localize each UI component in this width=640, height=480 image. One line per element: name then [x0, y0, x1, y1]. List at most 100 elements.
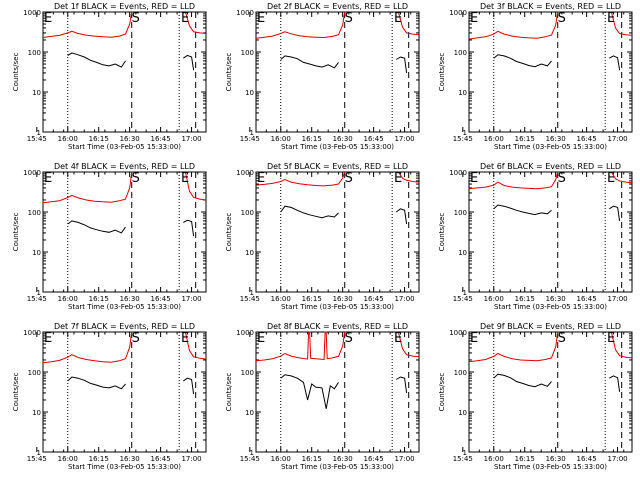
- y-tick-label: 10: [245, 249, 254, 257]
- detector-panel-5: Det 5f BLACK = Events, RED = LLD 1 10 100 10…: [225, 162, 420, 311]
- x-tick-label: 16:00: [58, 455, 78, 463]
- lld-series-line: [255, 11, 346, 39]
- y-tick-label: 1000: [23, 329, 41, 337]
- segment-marker-label: E: [257, 331, 265, 346]
- events-series-line: [183, 219, 195, 237]
- y-tick-label: 1: [37, 129, 41, 137]
- detector-panel-2: Det 2f BLACK = Events, RED = LLD 1 10 100 10…: [225, 2, 420, 151]
- panel-title: Det 9f BLACK = Events, RED = LLD: [480, 322, 621, 331]
- lld-series-line: [397, 11, 420, 36]
- x-tick-label: 16:30: [546, 135, 566, 143]
- plot-frame: [255, 11, 420, 133]
- y-tick-label: 1: [250, 449, 254, 457]
- segment-marker-label: E: [607, 171, 615, 186]
- x-axis-label: Start Time (03-Feb-05 15:33:00): [281, 463, 394, 471]
- segment-marker-label: S: [345, 331, 353, 346]
- segment-marker-label: E: [470, 331, 478, 346]
- lld-series-line: [184, 11, 207, 34]
- x-tick-label: 15:45: [240, 295, 260, 303]
- y-tick-label: 1000: [236, 329, 254, 337]
- x-tick-label: 16:15: [302, 455, 322, 463]
- x-tick-label: 15:45: [240, 455, 260, 463]
- y-tick-label: 1: [250, 129, 254, 137]
- segment-marker-label: S: [132, 171, 140, 186]
- lld-series-line: [397, 171, 420, 183]
- y-axis-label: Counts/sec: [225, 213, 233, 252]
- x-tick-label: 16:15: [89, 135, 109, 143]
- y-tick-label: 10: [458, 89, 467, 97]
- y-axis-label: Counts/sec: [438, 373, 446, 412]
- x-tick-label: 17:00: [181, 455, 201, 463]
- y-tick-label: 1: [463, 289, 467, 297]
- x-axis-label: Start Time (03-Feb-05 15:33:00): [281, 303, 394, 311]
- x-tick-label: 16:00: [271, 455, 291, 463]
- x-axis-label: Start Time (03-Feb-05 15:33:00): [494, 303, 607, 311]
- events-series-line: [396, 376, 408, 393]
- x-tick-label: 15:45: [27, 295, 47, 303]
- events-series-line: [183, 54, 195, 71]
- x-tick-label: 15:45: [27, 455, 47, 463]
- events-series-line: [183, 377, 195, 395]
- detector-panel-9: Det 9f BLACK = Events, RED = LLD 1 10 100 10…: [438, 322, 633, 471]
- events-series-line: [280, 205, 339, 219]
- plot-frame: [468, 331, 633, 453]
- segment-marker-label: E: [394, 171, 402, 186]
- panel-title: Det 5f BLACK = Events, RED = LLD: [267, 162, 408, 171]
- plot-frame: [42, 171, 207, 293]
- y-tick-label: 100: [28, 49, 41, 57]
- events-series-line: [280, 55, 339, 69]
- segment-marker-label: S: [345, 171, 353, 186]
- x-tick-label: 16:45: [577, 135, 597, 143]
- lld-series-line: [184, 171, 207, 201]
- plot-frame: [255, 171, 420, 293]
- plot-frame: [42, 11, 207, 133]
- x-tick-label: 16:00: [484, 295, 504, 303]
- lld-series-line: [255, 331, 346, 362]
- x-tick-label: 16:30: [546, 295, 566, 303]
- y-tick-label: 1: [463, 449, 467, 457]
- lld-series-line: [42, 11, 133, 38]
- y-tick-label: 10: [458, 249, 467, 257]
- panel-title: Det 7f BLACK = Events, RED = LLD: [54, 322, 195, 331]
- y-tick-label: 10: [245, 89, 254, 97]
- events-series-line: [395, 208, 408, 225]
- events-series-line: [396, 56, 408, 73]
- lld-series-line: [255, 171, 346, 187]
- x-tick-label: 16:00: [484, 135, 504, 143]
- y-tick-label: 1000: [236, 9, 254, 17]
- segment-marker-label: E: [44, 331, 52, 346]
- segment-marker-label: E: [257, 11, 265, 26]
- lld-series-line: [610, 171, 633, 184]
- segment-marker-label: S: [558, 331, 566, 346]
- detector-panel-6: Det 6f BLACK = Events, RED = LLD 1 10 100 10…: [438, 162, 633, 311]
- segment-marker-label: E: [181, 331, 189, 346]
- x-tick-label: 16:30: [333, 295, 353, 303]
- x-tick-label: 16:45: [151, 295, 171, 303]
- detector-panel-8: Det 8f BLACK = Events, RED = LLD 1 10 100 10…: [225, 322, 420, 471]
- segment-marker-label: E: [44, 171, 52, 186]
- x-axis-label: Start Time (03-Feb-05 15:33:00): [494, 463, 607, 471]
- x-tick-label: 16:15: [89, 295, 109, 303]
- segment-marker-label: S: [132, 331, 140, 346]
- y-axis-label: Counts/sec: [225, 373, 233, 412]
- lld-series-line: [610, 11, 633, 36]
- x-tick-label: 15:45: [453, 455, 473, 463]
- panel-title: Det 6f BLACK = Events, RED = LLD: [480, 162, 621, 171]
- x-tick-label: 16:45: [364, 295, 384, 303]
- x-tick-label: 16:30: [333, 455, 353, 463]
- y-axis-label: Counts/sec: [12, 213, 20, 252]
- y-tick-label: 100: [28, 209, 41, 217]
- x-tick-label: 17:00: [607, 295, 627, 303]
- y-axis-label: Counts/sec: [438, 213, 446, 252]
- events-series-line: [67, 52, 126, 68]
- segment-marker-label: E: [257, 171, 265, 186]
- segment-marker-label: E: [607, 11, 615, 26]
- lld-series-line: [184, 331, 207, 360]
- y-tick-label: 1000: [449, 329, 467, 337]
- y-axis-label: Counts/sec: [438, 53, 446, 92]
- lld-series-line: [397, 331, 420, 358]
- x-axis-label: Start Time (03-Feb-05 15:33:00): [281, 143, 394, 151]
- lld-series-line: [42, 331, 133, 364]
- events-series-line: [609, 375, 621, 392]
- panel-title: Det 4f BLACK = Events, RED = LLD: [54, 162, 195, 171]
